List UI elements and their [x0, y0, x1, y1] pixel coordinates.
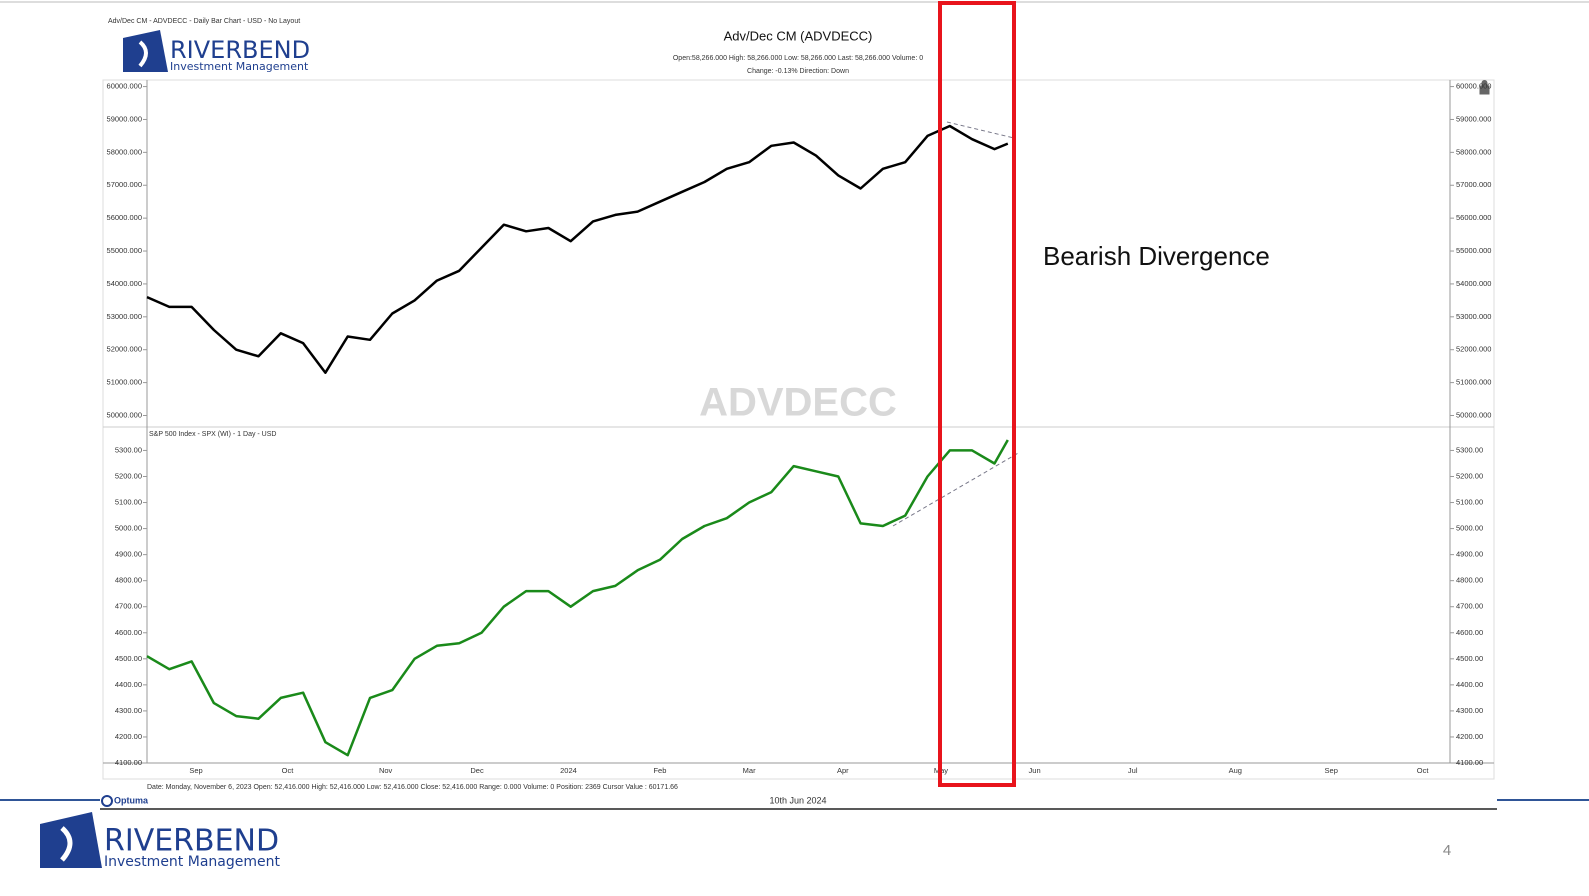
chart-title: Adv/Dec CM (ADVDECC)	[724, 28, 873, 43]
highlight-box	[938, 1, 1016, 787]
y-tick-label: 60000.000	[107, 82, 142, 91]
logo-swoosh	[60, 826, 73, 862]
logo-name: RIVERBEND	[104, 824, 279, 859]
y-tick-label: 51000.000	[1456, 378, 1491, 387]
x-tick-label: 2024	[560, 766, 577, 775]
y-tick-label: 5200.00	[1456, 471, 1483, 480]
info-line: Open:58,266.000 High: 58,266.000 Low: 58…	[673, 55, 923, 62]
y-tick-label: 54000.000	[107, 279, 142, 288]
y-tick-label: 58000.000	[1456, 147, 1491, 156]
y-tick-label: 5000.00	[115, 524, 142, 533]
y-tick-label: 4200.00	[1456, 732, 1483, 741]
y-tick-label: 4800.00	[1456, 576, 1483, 585]
y-tick-label: 59000.000	[1456, 114, 1491, 123]
x-tick-label: Jun	[1029, 766, 1041, 775]
y-tick-label: 4200.00	[115, 732, 142, 741]
y-tick-label: 55000.000	[107, 246, 142, 255]
info-line: Change: -0.13% Direction: Down	[747, 68, 849, 75]
x-tick-label: Feb	[653, 766, 666, 775]
logo-sub: Investment Management	[170, 60, 309, 73]
y-tick-label: 55000.000	[1456, 246, 1491, 255]
logo-swoosh	[138, 40, 148, 68]
optuma: Optuma	[114, 795, 149, 805]
optuma-icon	[101, 795, 113, 807]
y-tick-label: 56000.000	[1456, 213, 1491, 222]
lock-icon	[1479, 80, 1490, 95]
y-tick-label: 5300.00	[115, 445, 142, 454]
chart-info: Adv/Dec CM - ADVDECC - Daily Bar Chart -…	[108, 18, 300, 25]
y-tick-label: 5100.00	[1456, 498, 1483, 507]
x-tick-label: Oct	[282, 766, 295, 775]
y-tick-label: 4400.00	[1456, 680, 1483, 689]
x-tick-label: Nov	[379, 766, 393, 775]
x-tick-label: Aug	[1229, 766, 1242, 775]
y-tick-label: 57000.000	[107, 180, 142, 189]
y-tick-label: 4300.00	[115, 706, 142, 715]
x-tick-label: Sep	[1325, 766, 1338, 775]
y-tick-label: 53000.000	[107, 312, 142, 321]
x-tick-label: Sep	[189, 766, 202, 775]
y-tick-label: 4600.00	[1456, 628, 1483, 637]
y-tick-label: 4700.00	[1456, 602, 1483, 611]
y-tick-label: 54000.000	[1456, 279, 1491, 288]
y-tick-label: 4700.00	[115, 602, 142, 611]
y-tick-label: 5300.00	[1456, 445, 1483, 454]
y-tick-label: 5000.00	[1456, 524, 1483, 533]
x-tick-label: Oct	[1417, 766, 1430, 775]
page-number: 4	[1443, 842, 1451, 859]
y-tick-label: 52000.000	[107, 345, 142, 354]
series-line	[146, 439, 1009, 757]
trend-line	[892, 451, 1021, 527]
annotation: Bearish Divergence	[1043, 241, 1270, 271]
y-tick-label: 4400.00	[115, 680, 142, 689]
y-tick-label: 4900.00	[1456, 550, 1483, 559]
logo-sub: Investment Management	[104, 854, 280, 870]
x-tick-label: Apr	[837, 766, 849, 775]
y-tick-label: 4100.00	[1456, 758, 1483, 767]
y-tick-label: 56000.000	[107, 213, 142, 222]
x-tick-label: Mar	[743, 766, 756, 775]
y-tick-label: 4500.00	[115, 654, 142, 663]
series-line	[146, 124, 1009, 374]
y-tick-label: 4600.00	[115, 628, 142, 637]
x-tick-label: Jul	[1128, 766, 1138, 775]
y-tick-label: 4500.00	[1456, 654, 1483, 663]
y-tick-label: 58000.000	[107, 147, 142, 156]
logo-name: RIVERBEND	[170, 36, 310, 64]
y-tick-label: 4800.00	[115, 576, 142, 585]
panel-title: S&P 500 Index - SPX (WI) - 1 Day - USD	[149, 431, 276, 438]
y-tick-label: 4900.00	[115, 550, 142, 559]
y-tick-label: 50000.000	[107, 410, 142, 419]
chart-frame	[102, 79, 1495, 780]
y-tick-label: 4100.00	[115, 758, 142, 767]
watermark: ADVDECC	[699, 381, 897, 425]
y-tick-label: 57000.000	[1456, 180, 1491, 189]
y-tick-label: 50000.000	[1456, 410, 1491, 419]
footer-logo: RIVERBEND Investment Management	[40, 812, 280, 870]
y-tick-label: 60000.000	[1456, 82, 1491, 91]
plot-area: 50000.000 50000.000 51000.000 51000.000 5200…	[107, 82, 1492, 775]
header-logo: RIVERBEND Investment Management	[123, 30, 310, 73]
y-tick-label: 4300.00	[1456, 706, 1483, 715]
y-tick-label: 59000.000	[107, 114, 142, 123]
status-bar: Date: Monday, November 6, 2023 Open: 52,…	[147, 784, 678, 791]
y-tick-label: 52000.000	[1456, 345, 1491, 354]
footer-date: 10th Jun 2024	[769, 795, 826, 805]
x-tick-label: Dec	[470, 766, 484, 775]
y-tick-label: 5100.00	[115, 498, 142, 507]
trend-line	[946, 121, 1015, 139]
y-tick-label: 51000.000	[107, 378, 142, 387]
y-tick-label: 53000.000	[1456, 312, 1491, 321]
y-tick-label: 5200.00	[115, 471, 142, 480]
